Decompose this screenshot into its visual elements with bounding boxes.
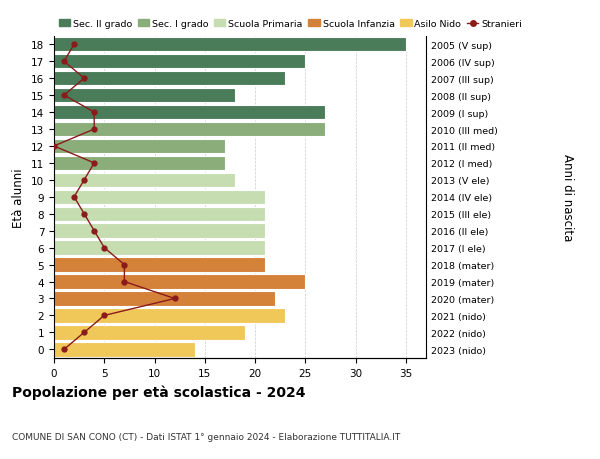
Bar	[54, 291, 275, 306]
Legend: Sec. II grado, Sec. I grado, Scuola Primaria, Scuola Infanzia, Asilo Nido, Stran: Sec. II grado, Sec. I grado, Scuola Prim…	[59, 20, 522, 29]
Bar	[54, 173, 235, 188]
Bar	[54, 140, 225, 154]
Bar	[54, 275, 305, 289]
Text: COMUNE DI SAN CONO (CT) - Dati ISTAT 1° gennaio 2024 - Elaborazione TUTTITALIA.I: COMUNE DI SAN CONO (CT) - Dati ISTAT 1° …	[12, 431, 400, 441]
Bar	[54, 89, 235, 103]
Bar	[54, 190, 265, 205]
Y-axis label: Anni di nascita: Anni di nascita	[561, 154, 574, 241]
Bar	[54, 72, 285, 86]
Bar	[54, 157, 225, 171]
Bar	[54, 325, 245, 340]
Bar	[54, 207, 265, 221]
Bar	[54, 123, 325, 137]
Bar	[54, 342, 195, 357]
Text: Popolazione per età scolastica - 2024: Popolazione per età scolastica - 2024	[12, 385, 305, 399]
Bar	[54, 241, 265, 255]
Y-axis label: Età alunni: Età alunni	[13, 168, 25, 227]
Bar	[54, 55, 305, 69]
Bar	[54, 258, 265, 272]
Bar	[54, 38, 406, 52]
Bar	[54, 106, 325, 120]
Bar	[54, 224, 265, 238]
Bar	[54, 308, 285, 323]
